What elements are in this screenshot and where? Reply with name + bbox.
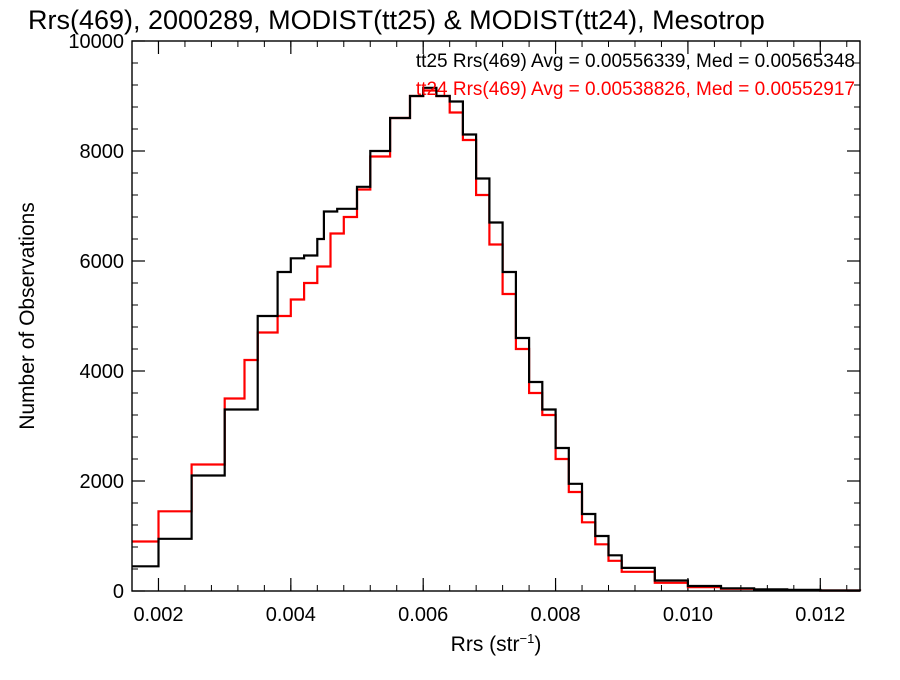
- chart-title: Rrs(469), 2000289, MODIST(tt25) & MODIST…: [28, 5, 765, 35]
- plot-frame: [131, 40, 861, 592]
- series-tt25-line: [132, 86, 862, 592]
- y-axis-label: Number of Observations: [16, 202, 39, 430]
- x-tick-label: 0.006: [398, 604, 448, 626]
- series-tt24-line: [132, 89, 862, 592]
- y-tick-label: 0: [113, 581, 124, 603]
- x-tick-label: 0.010: [663, 604, 713, 626]
- tt24-stats-label: tt24 Rrs(469) Avg = 0.00538826, Med = 0.…: [416, 79, 855, 100]
- x-tick-label: 0.012: [795, 604, 845, 626]
- x-tick-label: 0.008: [531, 604, 581, 626]
- y-tick-label: 4000: [80, 361, 125, 383]
- tt25-stats-label: tt25 Rrs(469) Avg = 0.00556339, Med = 0.…: [416, 51, 855, 72]
- x-axis-label: Rrs (str−1): [451, 631, 542, 656]
- y-tick-label: 10000: [68, 31, 124, 53]
- plot-area: [131, 40, 862, 592]
- x-tick-label: 0.002: [133, 604, 183, 626]
- y-tick-label: 2000: [80, 471, 125, 493]
- y-tick-label: 6000: [80, 251, 125, 273]
- y-tick-label: 8000: [80, 141, 125, 163]
- x-tick-label: 0.004: [266, 604, 316, 626]
